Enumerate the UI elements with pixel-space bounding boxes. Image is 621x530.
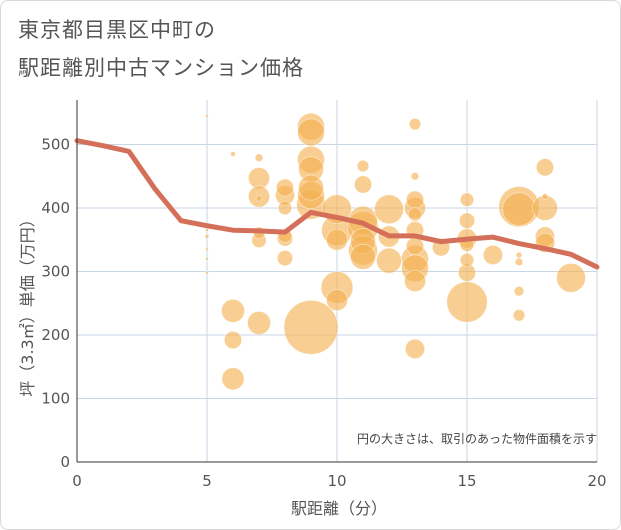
bubble-point bbox=[541, 193, 549, 200]
y-tick-label: 500 bbox=[41, 135, 70, 153]
bubble-point bbox=[513, 285, 525, 297]
bubble-point bbox=[356, 159, 370, 173]
y-tick-label: 300 bbox=[41, 262, 70, 280]
bubble-point bbox=[277, 200, 293, 216]
bubble-point bbox=[502, 192, 536, 227]
bubble-point bbox=[408, 117, 422, 131]
x-tick-label: 15 bbox=[457, 472, 476, 490]
chart-title-line2: 駅距離別中古マンション価格 bbox=[18, 56, 304, 80]
bubble-point bbox=[204, 234, 210, 239]
bubble-point bbox=[512, 309, 526, 322]
bubble-point bbox=[514, 257, 524, 267]
y-axis-label: 坪（3.3㎡）単価（万円） bbox=[18, 211, 37, 396]
bubble-point bbox=[283, 299, 339, 355]
bubble-point bbox=[205, 256, 209, 261]
bubble-point bbox=[353, 175, 373, 194]
bubble-point bbox=[403, 269, 427, 293]
bubble-point bbox=[247, 310, 271, 335]
bubble-point bbox=[374, 194, 404, 225]
bubble-point bbox=[325, 289, 349, 312]
y-tick-label: 0 bbox=[60, 453, 70, 471]
bubble-point bbox=[221, 298, 245, 323]
bubble-series bbox=[204, 112, 586, 391]
bubble-point bbox=[350, 243, 376, 270]
trend-line bbox=[74, 138, 600, 270]
size-note: 円の大きさは、取引のあった物件面積を示す bbox=[357, 431, 597, 446]
y-tick-label: 400 bbox=[41, 199, 70, 217]
bubble-point bbox=[254, 153, 264, 163]
bubble-point bbox=[223, 330, 243, 350]
bubble-point bbox=[221, 367, 245, 391]
bubble-point bbox=[459, 192, 475, 207]
x-tick-label: 0 bbox=[72, 472, 82, 490]
x-tick-label: 20 bbox=[587, 472, 606, 490]
x-tick-label: 10 bbox=[327, 472, 346, 490]
bubble-point bbox=[205, 114, 209, 118]
bubble-point bbox=[255, 195, 263, 202]
chart-title-line1: 東京都目黒区中町の bbox=[18, 18, 216, 42]
trend-series bbox=[74, 138, 600, 270]
bubble-point bbox=[276, 250, 294, 267]
bubble-point bbox=[205, 247, 209, 252]
bubble-point bbox=[405, 236, 425, 256]
bubble-point bbox=[325, 228, 349, 251]
x-axis-label: 駅距離（分） bbox=[291, 499, 387, 518]
bubble-point bbox=[230, 151, 236, 157]
bubble-point bbox=[275, 178, 295, 197]
bubble-point bbox=[458, 212, 476, 229]
bubble-point bbox=[482, 244, 504, 266]
bubble-point bbox=[535, 158, 555, 177]
bubble-point bbox=[405, 190, 425, 209]
bubble-point bbox=[459, 252, 475, 268]
bubble-point bbox=[376, 247, 402, 274]
bubble-point bbox=[407, 207, 423, 222]
bubble-point bbox=[297, 118, 325, 147]
y-tick-label: 100 bbox=[41, 389, 70, 407]
bubble-point bbox=[205, 228, 209, 233]
x-tick-label: 5 bbox=[202, 472, 212, 490]
bubble-point bbox=[515, 251, 523, 259]
bubble-point bbox=[298, 174, 324, 201]
bubble-point bbox=[446, 281, 488, 323]
bubble-point bbox=[404, 338, 426, 359]
bubble-point bbox=[556, 262, 586, 293]
bubble-point bbox=[205, 270, 209, 275]
y-tick-label: 200 bbox=[41, 326, 70, 344]
bubble-point bbox=[410, 171, 420, 181]
